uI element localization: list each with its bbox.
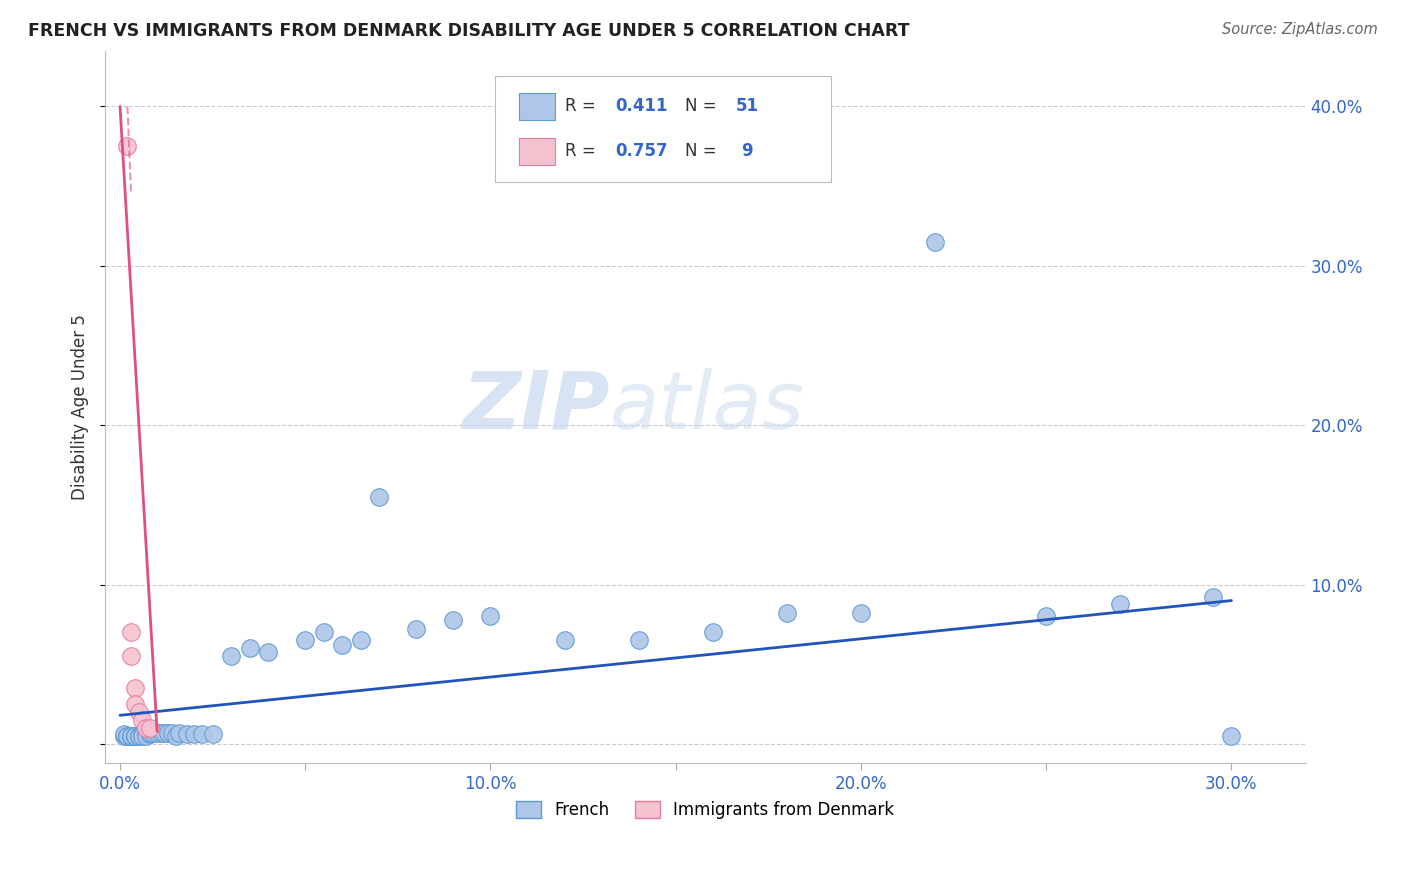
Point <box>368 490 391 504</box>
Point <box>1202 591 1225 605</box>
Point <box>157 726 180 740</box>
Point <box>1109 597 1132 611</box>
Point <box>183 727 205 741</box>
Point <box>120 625 142 640</box>
Point <box>120 729 142 743</box>
Text: N =: N = <box>685 97 721 115</box>
Point <box>312 625 335 640</box>
Point <box>1035 609 1057 624</box>
FancyBboxPatch shape <box>495 76 831 183</box>
Text: ZIP: ZIP <box>463 368 609 446</box>
Point <box>239 641 262 656</box>
Legend: French, Immigrants from Denmark: French, Immigrants from Denmark <box>510 795 901 826</box>
Point <box>124 681 146 696</box>
Point <box>479 609 502 624</box>
Point <box>169 726 191 740</box>
Point <box>128 729 150 743</box>
Point <box>131 727 153 741</box>
Point <box>776 607 799 621</box>
Point <box>124 729 146 743</box>
Point <box>443 613 465 627</box>
Text: 0.411: 0.411 <box>616 97 668 115</box>
Point <box>135 729 157 743</box>
Point <box>135 721 157 735</box>
Point <box>294 633 316 648</box>
Point <box>160 726 183 740</box>
Text: N =: N = <box>685 142 721 161</box>
Point <box>176 727 198 741</box>
Point <box>165 729 187 743</box>
Text: R =: R = <box>565 97 600 115</box>
Point <box>627 633 650 648</box>
FancyBboxPatch shape <box>519 137 555 165</box>
Point <box>1220 729 1243 743</box>
Point <box>112 729 135 743</box>
Point <box>219 649 242 664</box>
Point <box>117 139 139 153</box>
Text: R =: R = <box>565 142 600 161</box>
Point <box>153 726 176 740</box>
Point <box>350 633 373 648</box>
Text: Source: ZipAtlas.com: Source: ZipAtlas.com <box>1222 22 1378 37</box>
Point <box>128 705 150 719</box>
Point <box>190 727 212 741</box>
Point <box>142 726 165 740</box>
Point <box>131 713 153 727</box>
Point <box>120 729 142 743</box>
Text: FRENCH VS IMMIGRANTS FROM DENMARK DISABILITY AGE UNDER 5 CORRELATION CHART: FRENCH VS IMMIGRANTS FROM DENMARK DISABI… <box>28 22 910 40</box>
Point <box>201 727 224 741</box>
Point <box>149 726 172 740</box>
Text: atlas: atlas <box>609 368 804 446</box>
Point <box>117 729 139 743</box>
Point <box>138 727 160 741</box>
Point <box>131 729 153 743</box>
Point <box>330 638 353 652</box>
Point <box>117 729 139 743</box>
Point <box>405 622 427 636</box>
Point <box>112 727 135 741</box>
Point <box>554 633 576 648</box>
FancyBboxPatch shape <box>519 93 555 120</box>
Point <box>124 697 146 711</box>
Point <box>124 729 146 743</box>
Point <box>924 235 946 249</box>
Point <box>124 729 146 743</box>
Y-axis label: Disability Age Under 5: Disability Age Under 5 <box>72 314 89 500</box>
Point <box>849 607 872 621</box>
Point <box>702 625 724 640</box>
Point <box>138 721 160 735</box>
Point <box>135 727 157 741</box>
Text: 0.757: 0.757 <box>616 142 668 161</box>
Point <box>146 726 169 740</box>
Point <box>120 649 142 664</box>
Point <box>128 729 150 743</box>
Text: 9: 9 <box>741 142 754 161</box>
Point <box>257 644 280 658</box>
Text: 51: 51 <box>735 97 758 115</box>
Point <box>120 729 142 743</box>
Point <box>138 726 160 740</box>
